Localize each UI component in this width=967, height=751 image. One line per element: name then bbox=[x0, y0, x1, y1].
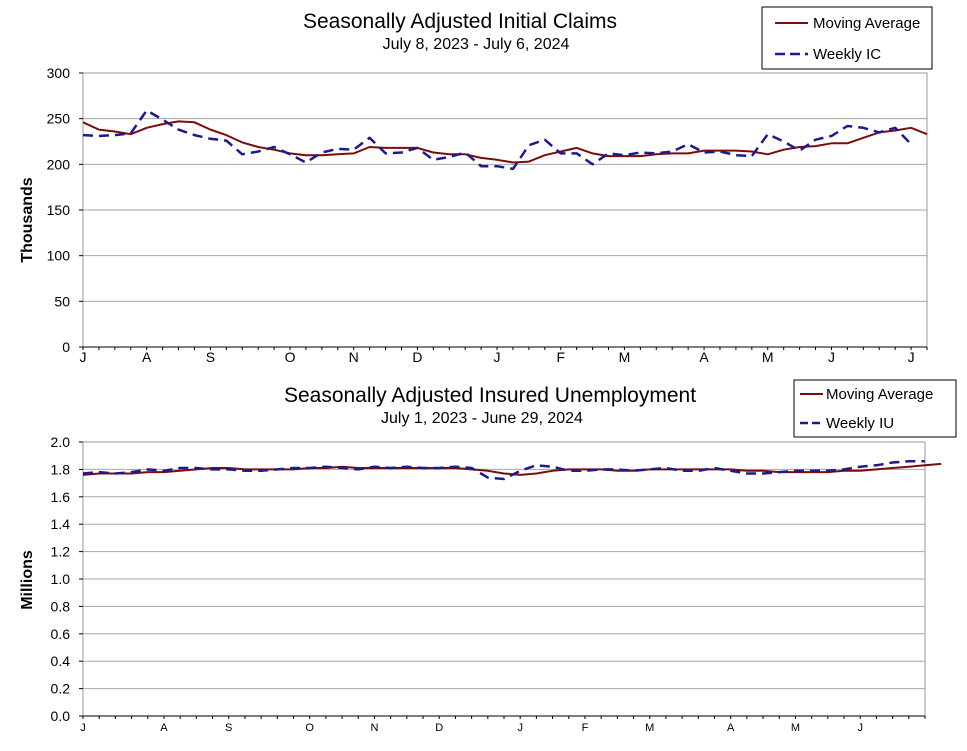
chart2-month-label: A bbox=[727, 722, 735, 734]
chart2-month-label: N bbox=[370, 722, 378, 734]
chart2-ytick-label: 0.6 bbox=[51, 626, 71, 642]
chart1-ytick-label: 300 bbox=[47, 65, 71, 81]
chart2-month-label: O bbox=[305, 722, 314, 734]
chart2-month-label: A bbox=[160, 722, 168, 734]
chart1-ytick-label: 250 bbox=[47, 111, 71, 127]
chart1-month-label: A bbox=[699, 349, 709, 365]
chart2-ytick-label: 1.4 bbox=[51, 516, 71, 532]
chart2-ytick-label: 1.6 bbox=[51, 489, 71, 505]
chart2-ytick-label: 0.4 bbox=[51, 653, 71, 669]
chart2-ylabel: Millions bbox=[19, 550, 36, 610]
chart2-month-label: J bbox=[80, 722, 86, 734]
chart2-ytick-label: 2.0 bbox=[51, 434, 71, 450]
chart1-legend bbox=[761, 6, 933, 70]
chart2-month-label: M bbox=[645, 722, 654, 734]
chart1-month-label: O bbox=[285, 349, 296, 365]
chart2-legend bbox=[793, 379, 957, 438]
chart2-series-weekly-line bbox=[82, 459, 925, 481]
chart1-ytick-label: 0 bbox=[62, 339, 70, 355]
chart2-ytick-label: 1.8 bbox=[51, 461, 71, 477]
chart1-month-label: M bbox=[619, 349, 631, 365]
chart1-month-label: S bbox=[206, 349, 215, 365]
chart1-month-label: D bbox=[412, 349, 422, 365]
chart1-month-label: N bbox=[349, 349, 359, 365]
chart1-ylabel: Thousands bbox=[19, 177, 36, 262]
chart1-series-weekly-line bbox=[82, 109, 912, 171]
chart1-month-label: J bbox=[494, 349, 501, 365]
chart2-month-label: J bbox=[857, 722, 863, 734]
chart1-month-label: A bbox=[142, 349, 152, 365]
chart1-series-moving-average-line bbox=[82, 120, 928, 164]
chart2-legend-weekly-label: Weekly IU bbox=[826, 415, 894, 432]
chart1-title: Seasonally Adjusted Initial Claims bbox=[303, 10, 617, 33]
chart1-legend-weekly-label: Weekly IC bbox=[813, 46, 881, 63]
chart1-subtitle: July 8, 2023 - July 6, 2024 bbox=[383, 36, 570, 53]
chart2-ytick-label: 0.2 bbox=[51, 681, 71, 697]
chart1-month-label: J bbox=[908, 349, 915, 365]
chart2-month-label: D bbox=[435, 722, 443, 734]
chart2-ytick-label: 0.0 bbox=[51, 708, 71, 724]
chart2-month-label: J bbox=[517, 722, 523, 734]
chart2-month-label: M bbox=[791, 722, 800, 734]
chart1-month-label: F bbox=[556, 349, 565, 365]
chart1-ytick-label: 200 bbox=[47, 156, 71, 172]
chart1-ytick-label: 50 bbox=[54, 293, 70, 309]
chart2-ytick-label: 1.0 bbox=[51, 571, 71, 587]
chart2-ytick-label: 0.8 bbox=[51, 598, 71, 614]
chart-marks: 0 50 100 150 200 250 300 J A S O N D J F M A M J J 0.0 0.2 0.4… bbox=[47, 65, 942, 734]
chart2-ytick-label: 1.2 bbox=[51, 544, 71, 560]
chart2-title: Seasonally Adjusted Insured Unemployment bbox=[284, 384, 696, 407]
chart1-month-label: J bbox=[828, 349, 835, 365]
chart1-month-label: M bbox=[762, 349, 774, 365]
chart1-ytick-label: 100 bbox=[47, 248, 71, 264]
chart1-month-label: J bbox=[80, 349, 87, 365]
chart2-month-label: F bbox=[582, 722, 589, 734]
chart1-ytick-label: 150 bbox=[47, 202, 71, 218]
chart1-legend-ma-label: Moving Average bbox=[813, 15, 920, 32]
chart2-subtitle: July 1, 2023 - June 29, 2024 bbox=[381, 410, 583, 427]
chart2-legend-ma-label: Moving Average bbox=[826, 386, 933, 403]
chart2-month-label: S bbox=[225, 722, 232, 734]
